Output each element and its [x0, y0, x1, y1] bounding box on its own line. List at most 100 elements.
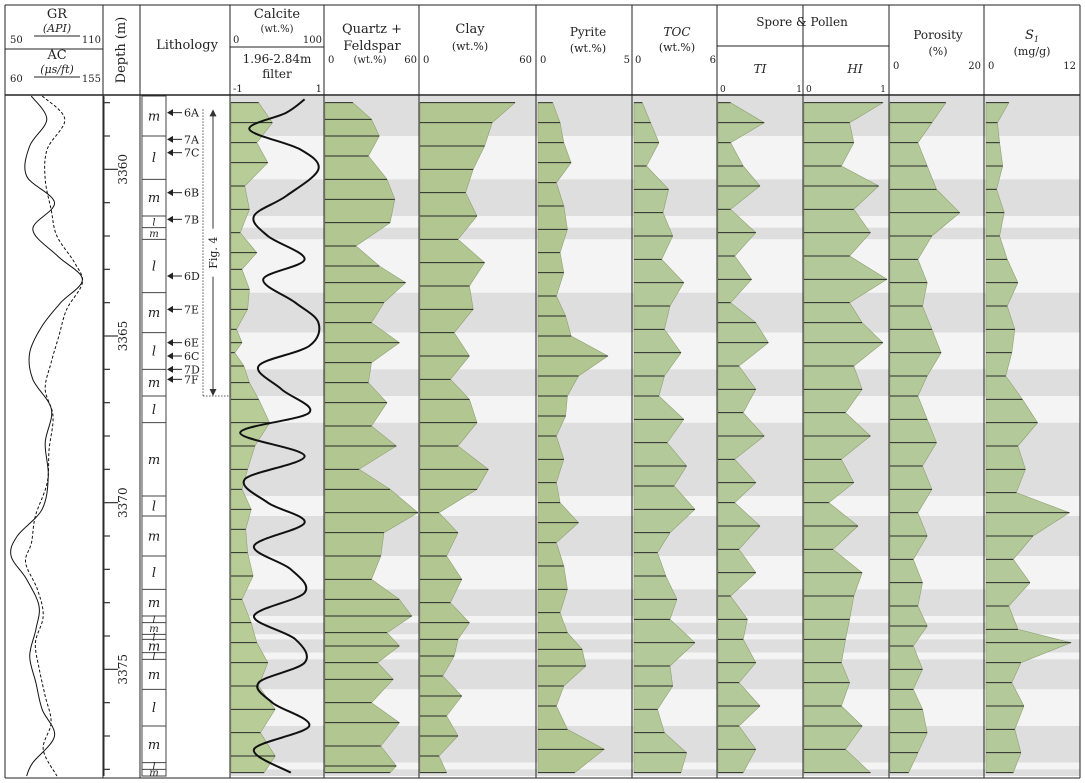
lithology-title: Lithology [156, 38, 219, 53]
s1-max: 12 [1063, 61, 1076, 72]
lithology-label-12: m [148, 530, 160, 545]
toc-area [633, 102, 696, 773]
lithology-label-7: l [152, 345, 156, 360]
pyrite-area [537, 102, 609, 773]
lithology-label-20: m [148, 668, 160, 683]
lithology-label-17: l [152, 632, 155, 643]
gr-unit: (API) [43, 22, 71, 35]
qf-area [324, 102, 419, 773]
qf-min: 0 [328, 55, 334, 66]
ti-min: 0 [720, 85, 726, 95]
lithology-label-24: m [149, 768, 158, 779]
ac-curve [25, 95, 84, 777]
sample-arrowhead-7E [167, 305, 173, 313]
porosity-title: Porosity [913, 28, 963, 42]
lithology-label-8: m [148, 376, 160, 391]
qf-title-1: Quartz + [342, 22, 402, 37]
hi-title: HI [846, 62, 862, 76]
toc-unit: (wt.%) [659, 41, 695, 54]
lithology-label-2: m [148, 191, 160, 206]
depth-label-3375: 3375 [116, 654, 130, 685]
calcite-filter-label-2: filter [262, 67, 292, 81]
depth-label-3360: 3360 [116, 154, 130, 185]
calcite-filter-min: -1 [233, 84, 243, 95]
depth-label-3370: 3370 [116, 487, 130, 518]
sample-label-6B: 6B [184, 187, 199, 200]
porosity-unit: (%) [928, 45, 947, 58]
depth-axis-label: Depth (m) [114, 17, 129, 84]
lithology-label-0: m [148, 110, 160, 125]
lithology-label-13: l [152, 566, 156, 581]
calcite-filter-label-1: 1.96-2.84m [243, 52, 312, 66]
ti-area [717, 102, 769, 773]
calcite-min: 0 [233, 35, 239, 46]
sample-arrowhead-6A [167, 109, 173, 117]
depth-label-3365: 3365 [116, 321, 130, 352]
toc-min: 0 [635, 55, 641, 66]
qf-title-2: Feldspar [343, 39, 401, 54]
lithology-label-9: l [152, 403, 156, 418]
gr-title: GR [47, 7, 68, 22]
hi-area [803, 102, 888, 773]
frame-lines [4, 4, 1081, 779]
calcite-max: 100 [303, 35, 322, 46]
calcite-filter-curve [239, 98, 321, 774]
qf-unit: (wt.%) [353, 55, 386, 66]
lithology-label-4: m [149, 229, 158, 240]
sample-label-7E: 7E [184, 303, 199, 316]
sample-arrowhead-7A [167, 135, 173, 143]
lithology-label-3: l [152, 217, 155, 228]
spore-pollen-title: Spore & Pollen [756, 15, 848, 29]
porosity-min: 0 [893, 61, 899, 72]
ac-max: 155 [82, 74, 101, 85]
toc-max: 6 [710, 55, 716, 66]
porosity-max: 20 [968, 61, 981, 72]
fig4-arrowhead-top [209, 109, 217, 117]
ac-unit: (μs/ft) [40, 63, 74, 76]
s1-area [985, 102, 1072, 773]
sample-arrowhead-6D [167, 272, 173, 280]
ac-title: AC [46, 48, 66, 63]
lithology-label-23: l [152, 762, 155, 773]
lithology-label-18: m [148, 640, 160, 655]
depth-axis: 3360 3365 3370 3375 [103, 96, 130, 776]
sample-arrowhead-7F [167, 375, 173, 383]
sample-label-7A: 7A [184, 133, 200, 146]
s1-title: S1 [1025, 28, 1039, 44]
sample-arrowhead-7C [167, 149, 173, 157]
sample-label-7D: 7D [184, 363, 200, 376]
lithology-label-19: l [152, 652, 155, 663]
lithology-label-10: m [148, 453, 160, 468]
calcite-title: Calcite [254, 7, 301, 22]
sample-arrowhead-7D [167, 365, 173, 373]
lithology-label-11: l [152, 500, 156, 515]
lithology-label-5: l [152, 260, 156, 275]
sample-label-7B: 7B [184, 213, 199, 226]
sample-arrowhead-6C [167, 352, 173, 360]
lithology-box [141, 95, 167, 777]
sample-label-7F: 7F [184, 373, 199, 386]
pyrite-min: 0 [540, 55, 546, 66]
gr-curve [10, 95, 83, 777]
sample-label-7C: 7C [184, 147, 199, 160]
gr-min: 50 [10, 35, 23, 46]
data-tracks [10, 95, 1072, 777]
ti-max: 1 [796, 85, 802, 95]
calcite-unit: (wt.%) [260, 24, 293, 35]
sample-label-6E: 6E [184, 337, 199, 350]
sample-label-6D: 6D [184, 270, 200, 283]
sample-arrowhead-6B [167, 189, 173, 197]
ac-min: 60 [10, 74, 23, 85]
pyrite-title: Pyrite [570, 25, 606, 39]
lithology-label-6: m [148, 306, 160, 321]
toc-title: TOC [663, 25, 690, 39]
lithology-label-1: l [152, 151, 156, 166]
fig4-label-bg [207, 228, 219, 277]
clay-max: 60 [519, 55, 532, 66]
ti-title: TI [754, 62, 767, 76]
lithology-label-22: m [148, 738, 160, 753]
hi-min: 0 [806, 85, 812, 95]
clay-title: Clay [455, 22, 485, 37]
